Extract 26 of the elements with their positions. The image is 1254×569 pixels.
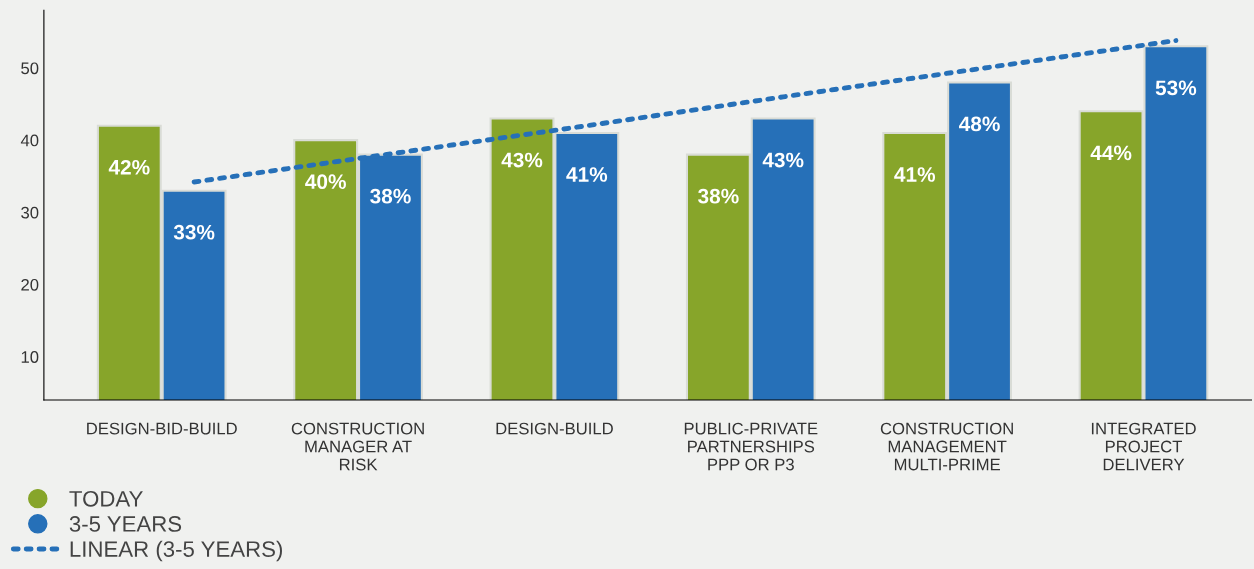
x-tick-label: DESIGN-BID-BUILD: [87, 422, 237, 435]
x-tick-label: DESIGN-BUILD: [496, 422, 613, 435]
data-label: 41%: [894, 167, 936, 182]
data-label: 41%: [566, 167, 608, 182]
data-label: 43%: [762, 152, 804, 168]
y-tick-label: 10: [21, 351, 39, 363]
legend-label: 3-5 YEARS: [69, 516, 182, 532]
data-label: 38%: [370, 188, 411, 204]
x-tick-label: CONSTRUCTION MANAGEMENT MULTI-PRIME: [880, 422, 1013, 471]
y-tick-label: 40: [20, 134, 39, 147]
data-label: 43%: [501, 152, 543, 168]
data-label: 53%: [1155, 80, 1197, 96]
y-tick-label: 50: [21, 62, 39, 75]
data-label: 48%: [959, 116, 1000, 132]
legend-label: TODAY: [69, 490, 143, 507]
x-tick-label: CONSTRUCTION MANAGER AT RISK: [291, 422, 424, 471]
data-label: 38%: [698, 188, 739, 204]
data-label: 33%: [173, 224, 215, 240]
data-label: 40%: [305, 174, 346, 190]
legend-label: LINEAR (3-5 YEARS): [70, 540, 282, 562]
data-label: 44%: [1090, 145, 1132, 161]
y-tick-label: 20: [21, 278, 39, 291]
x-tick-label: INTEGRATED PROJECT DELIVERY: [1091, 422, 1196, 471]
y-tick-label: 30: [21, 206, 39, 219]
x-tick-label: PUBLIC-PRIVATE PARTNERSHIPS PPP OR P3: [684, 422, 818, 471]
data-label: 42%: [108, 159, 150, 175]
